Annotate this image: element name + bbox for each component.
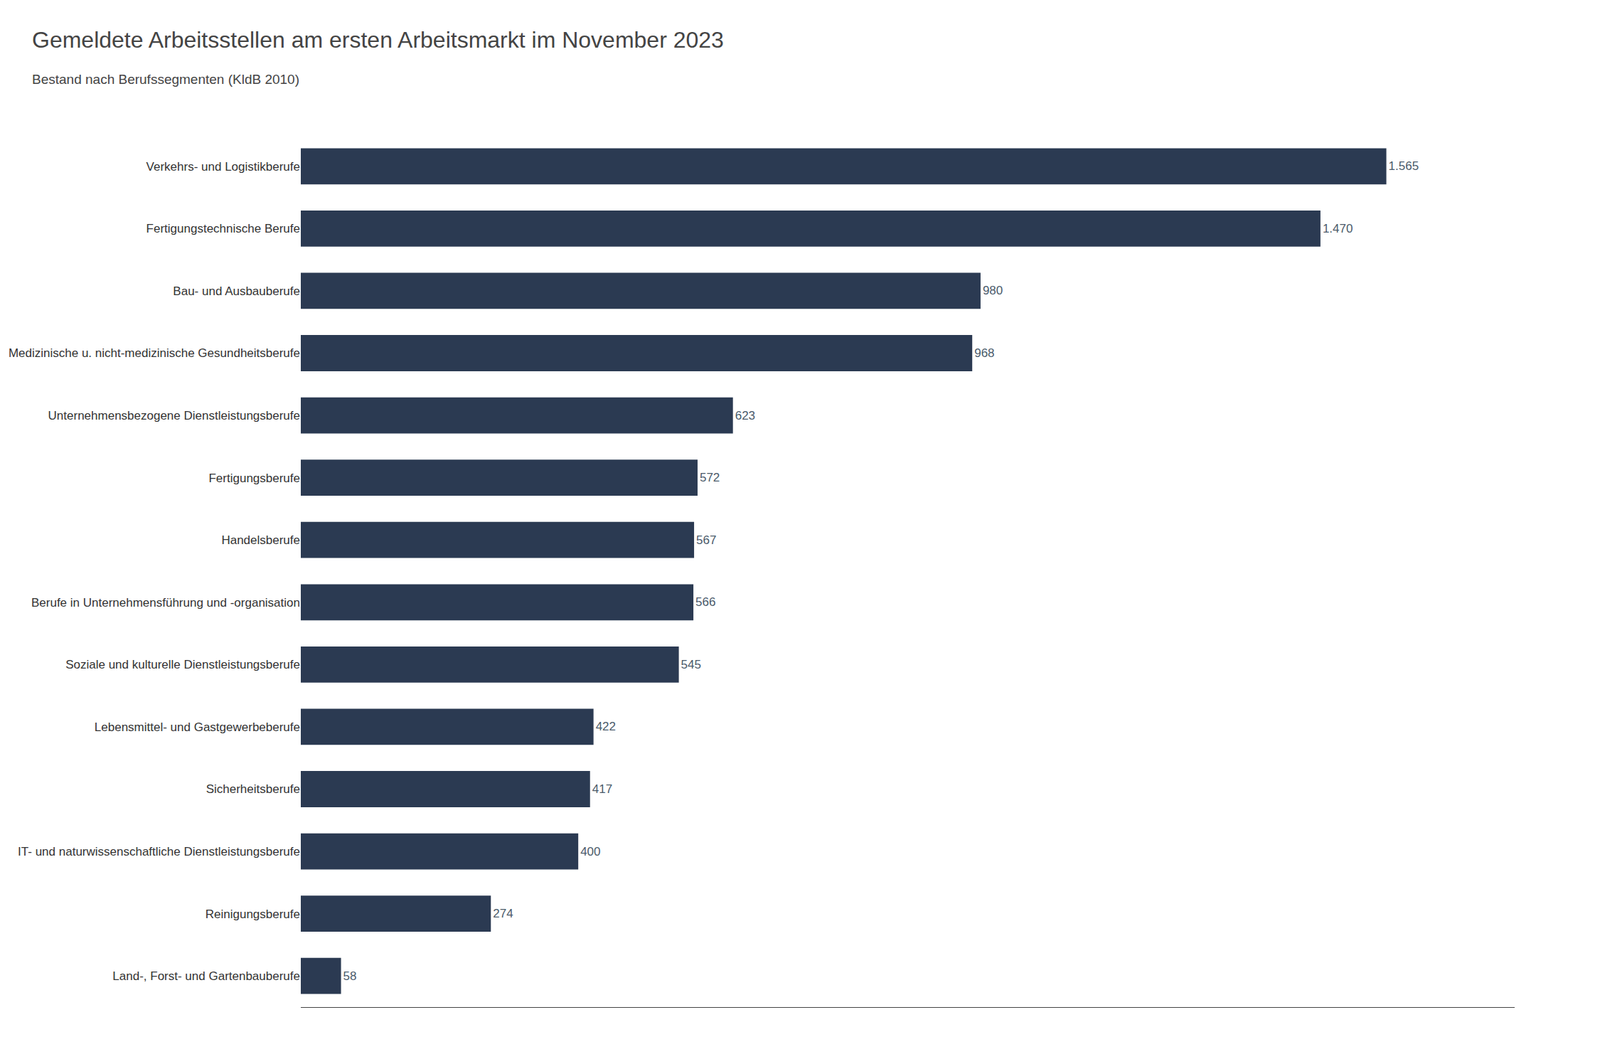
svg-text:417: 417: [592, 782, 613, 796]
svg-text:274: 274: [492, 906, 513, 921]
svg-text:Verkehrs- und Logistikberufe: Verkehrs- und Logistikberufe: [146, 160, 301, 174]
svg-text:Sicherheitsberufe: Sicherheitsberufe: [206, 782, 301, 796]
svg-text:Fertigungsberufe: Fertigungsberufe: [208, 471, 301, 485]
svg-text:566: 566: [695, 595, 716, 609]
svg-text:400: 400: [580, 844, 601, 859]
svg-text:Reinigungsberufe: Reinigungsberufe: [205, 907, 301, 921]
svg-text:Medizinische u. nicht-medizini: Medizinische u. nicht-medizinische Gesun…: [8, 346, 301, 360]
svg-text:567: 567: [696, 533, 717, 547]
svg-text:1.470: 1.470: [1322, 221, 1354, 236]
svg-text:Bau- und Ausbauberufe: Bau- und Ausbauberufe: [172, 284, 301, 298]
svg-text:Land-, Forst- und Gartenbauber: Land-, Forst- und Gartenbauberufe: [112, 969, 301, 983]
svg-text:Berufe in Unternehmensführung: Berufe in Unternehmensführung und -organ…: [31, 595, 301, 610]
svg-text:422: 422: [595, 719, 616, 734]
svg-text:Handelsberufe: Handelsberufe: [221, 533, 301, 547]
svg-text:IT- und naturwissenschaftliche: IT- und naturwissenschaftliche Dienstlei…: [17, 844, 301, 859]
svg-text:572: 572: [699, 470, 720, 485]
svg-text:Gemeldete Arbeitsstellen am er: Gemeldete Arbeitsstellen am ersten Arbei…: [32, 27, 724, 53]
svg-text:Soziale und kulturelle Dienstl: Soziale und kulturelle Dienstleistungsbe…: [65, 657, 301, 672]
svg-text:980: 980: [982, 283, 1003, 298]
svg-text:Unternehmensbezogene Dienstlei: Unternehmensbezogene Dienstleistungsberu…: [48, 408, 301, 423]
svg-text:545: 545: [681, 657, 702, 672]
svg-text:Fertigungstechnische Berufe: Fertigungstechnische Berufe: [146, 221, 301, 236]
svg-text:Bestand nach Berufssegmenten (: Bestand nach Berufssegmenten (KldB 2010): [32, 71, 300, 87]
svg-text:623: 623: [735, 408, 756, 423]
svg-text:968: 968: [974, 346, 995, 360]
svg-text:1.565: 1.565: [1388, 159, 1420, 173]
svg-text:Lebensmittel- und Gastgewerbeb: Lebensmittel- und Gastgewerbeberufe: [94, 720, 301, 734]
svg-text:58: 58: [343, 969, 357, 983]
